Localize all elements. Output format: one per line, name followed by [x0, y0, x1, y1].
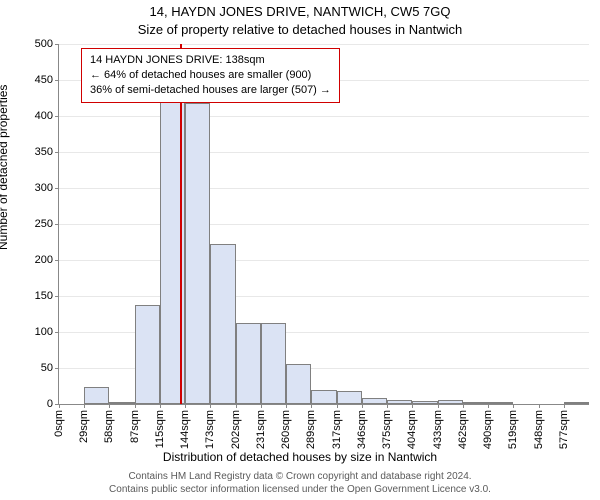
xtick-label: 317sqm — [331, 410, 343, 449]
histogram-bar — [438, 400, 463, 404]
ytick-mark — [55, 260, 59, 261]
xtick-label: 115sqm — [154, 410, 166, 448]
histogram-bar — [261, 323, 286, 404]
histogram-bar — [362, 398, 387, 404]
xtick-mark — [261, 404, 262, 408]
annotation-line: 14 HAYDN JONES DRIVE: 138sqm — [90, 53, 331, 68]
ytick-label: 50 — [41, 362, 53, 374]
xtick-mark — [564, 404, 565, 408]
xtick-mark — [286, 404, 287, 408]
xtick-label: 404sqm — [406, 410, 418, 449]
histogram-bar — [463, 402, 488, 404]
plot-area: 14 HAYDN JONES DRIVE: 138sqm← 64% of det… — [58, 44, 589, 405]
ytick-label: 250 — [35, 218, 53, 230]
histogram-bar — [84, 387, 109, 404]
histogram-bar — [210, 244, 235, 404]
annotation-line: 36% of semi-detached houses are larger (… — [90, 83, 331, 98]
xtick-label: 58sqm — [103, 410, 115, 443]
ytick-mark — [55, 188, 59, 189]
histogram-bar — [135, 305, 160, 404]
ytick-label: 0 — [47, 398, 53, 410]
xtick-mark — [362, 404, 363, 408]
xtick-label: 519sqm — [507, 410, 519, 449]
chart-container: { "title": "14, HAYDN JONES DRIVE, NANTW… — [0, 0, 600, 500]
ytick-label: 300 — [35, 182, 53, 194]
ytick-mark — [55, 80, 59, 81]
xtick-mark — [236, 404, 237, 408]
histogram-bar — [337, 391, 362, 404]
xtick-label: 490sqm — [482, 410, 494, 449]
ytick-label: 400 — [35, 110, 53, 122]
xtick-mark — [387, 404, 388, 408]
xtick-mark — [135, 404, 136, 408]
xtick-mark — [513, 404, 514, 408]
histogram-bar — [236, 323, 261, 404]
histogram-bar — [109, 402, 134, 404]
y-axis-label: Number of detached properties — [0, 85, 10, 250]
histogram-bar — [564, 402, 589, 404]
xtick-mark — [488, 404, 489, 408]
histogram-bar — [412, 401, 437, 404]
annotation-box: 14 HAYDN JONES DRIVE: 138sqm← 64% of det… — [81, 48, 340, 103]
xtick-label: 144sqm — [179, 410, 191, 449]
xtick-mark — [463, 404, 464, 408]
chart-subtitle: Size of property relative to detached ho… — [0, 22, 600, 37]
xtick-label: 289sqm — [305, 410, 317, 449]
xtick-label: 375sqm — [381, 410, 393, 449]
ytick-mark — [55, 116, 59, 117]
ytick-mark — [55, 332, 59, 333]
credits: Contains HM Land Registry data © Crown c… — [0, 471, 600, 496]
xtick-mark — [185, 404, 186, 408]
ytick-label: 350 — [35, 146, 53, 158]
xtick-label: 87sqm — [129, 410, 141, 443]
xtick-label: 0sqm — [53, 410, 65, 437]
xtick-label: 173sqm — [204, 410, 216, 449]
xtick-label: 548sqm — [533, 410, 545, 449]
histogram-bar — [286, 364, 311, 404]
histogram-bar — [185, 103, 210, 404]
xtick-label: 577sqm — [558, 410, 570, 449]
xtick-label: 462sqm — [457, 410, 469, 449]
xtick-mark — [311, 404, 312, 408]
xtick-label: 260sqm — [280, 410, 292, 449]
ytick-mark — [55, 296, 59, 297]
xtick-label: 433sqm — [432, 410, 444, 449]
histogram-bar — [387, 400, 412, 404]
ytick-mark — [55, 152, 59, 153]
ytick-label: 500 — [35, 38, 53, 50]
xtick-mark — [160, 404, 161, 408]
xtick-label: 346sqm — [356, 410, 368, 449]
ytick-label: 450 — [35, 74, 53, 86]
ytick-label: 100 — [35, 326, 53, 338]
credits-line-2: Contains public sector information licen… — [0, 484, 600, 497]
ytick-label: 150 — [35, 290, 53, 302]
ytick-mark — [55, 224, 59, 225]
histogram-bar — [311, 390, 336, 404]
annotation-line: ← 64% of detached houses are smaller (90… — [90, 68, 331, 83]
xtick-mark — [59, 404, 60, 408]
xtick-mark — [337, 404, 338, 408]
xtick-label: 231sqm — [255, 410, 267, 449]
xtick-mark — [84, 404, 85, 408]
x-axis-label: Distribution of detached houses by size … — [0, 450, 600, 464]
xtick-mark — [539, 404, 540, 408]
ytick-label: 200 — [35, 254, 53, 266]
chart-title: 14, HAYDN JONES DRIVE, NANTWICH, CW5 7GQ — [0, 4, 600, 19]
xtick-label: 202sqm — [230, 410, 242, 449]
histogram-bar — [488, 402, 513, 404]
ytick-mark — [55, 44, 59, 45]
xtick-mark — [109, 404, 110, 408]
xtick-mark — [210, 404, 211, 408]
ytick-mark — [55, 368, 59, 369]
xtick-label: 29sqm — [78, 410, 90, 443]
xtick-mark — [412, 404, 413, 408]
credits-line-1: Contains HM Land Registry data © Crown c… — [0, 471, 600, 484]
xtick-mark — [438, 404, 439, 408]
